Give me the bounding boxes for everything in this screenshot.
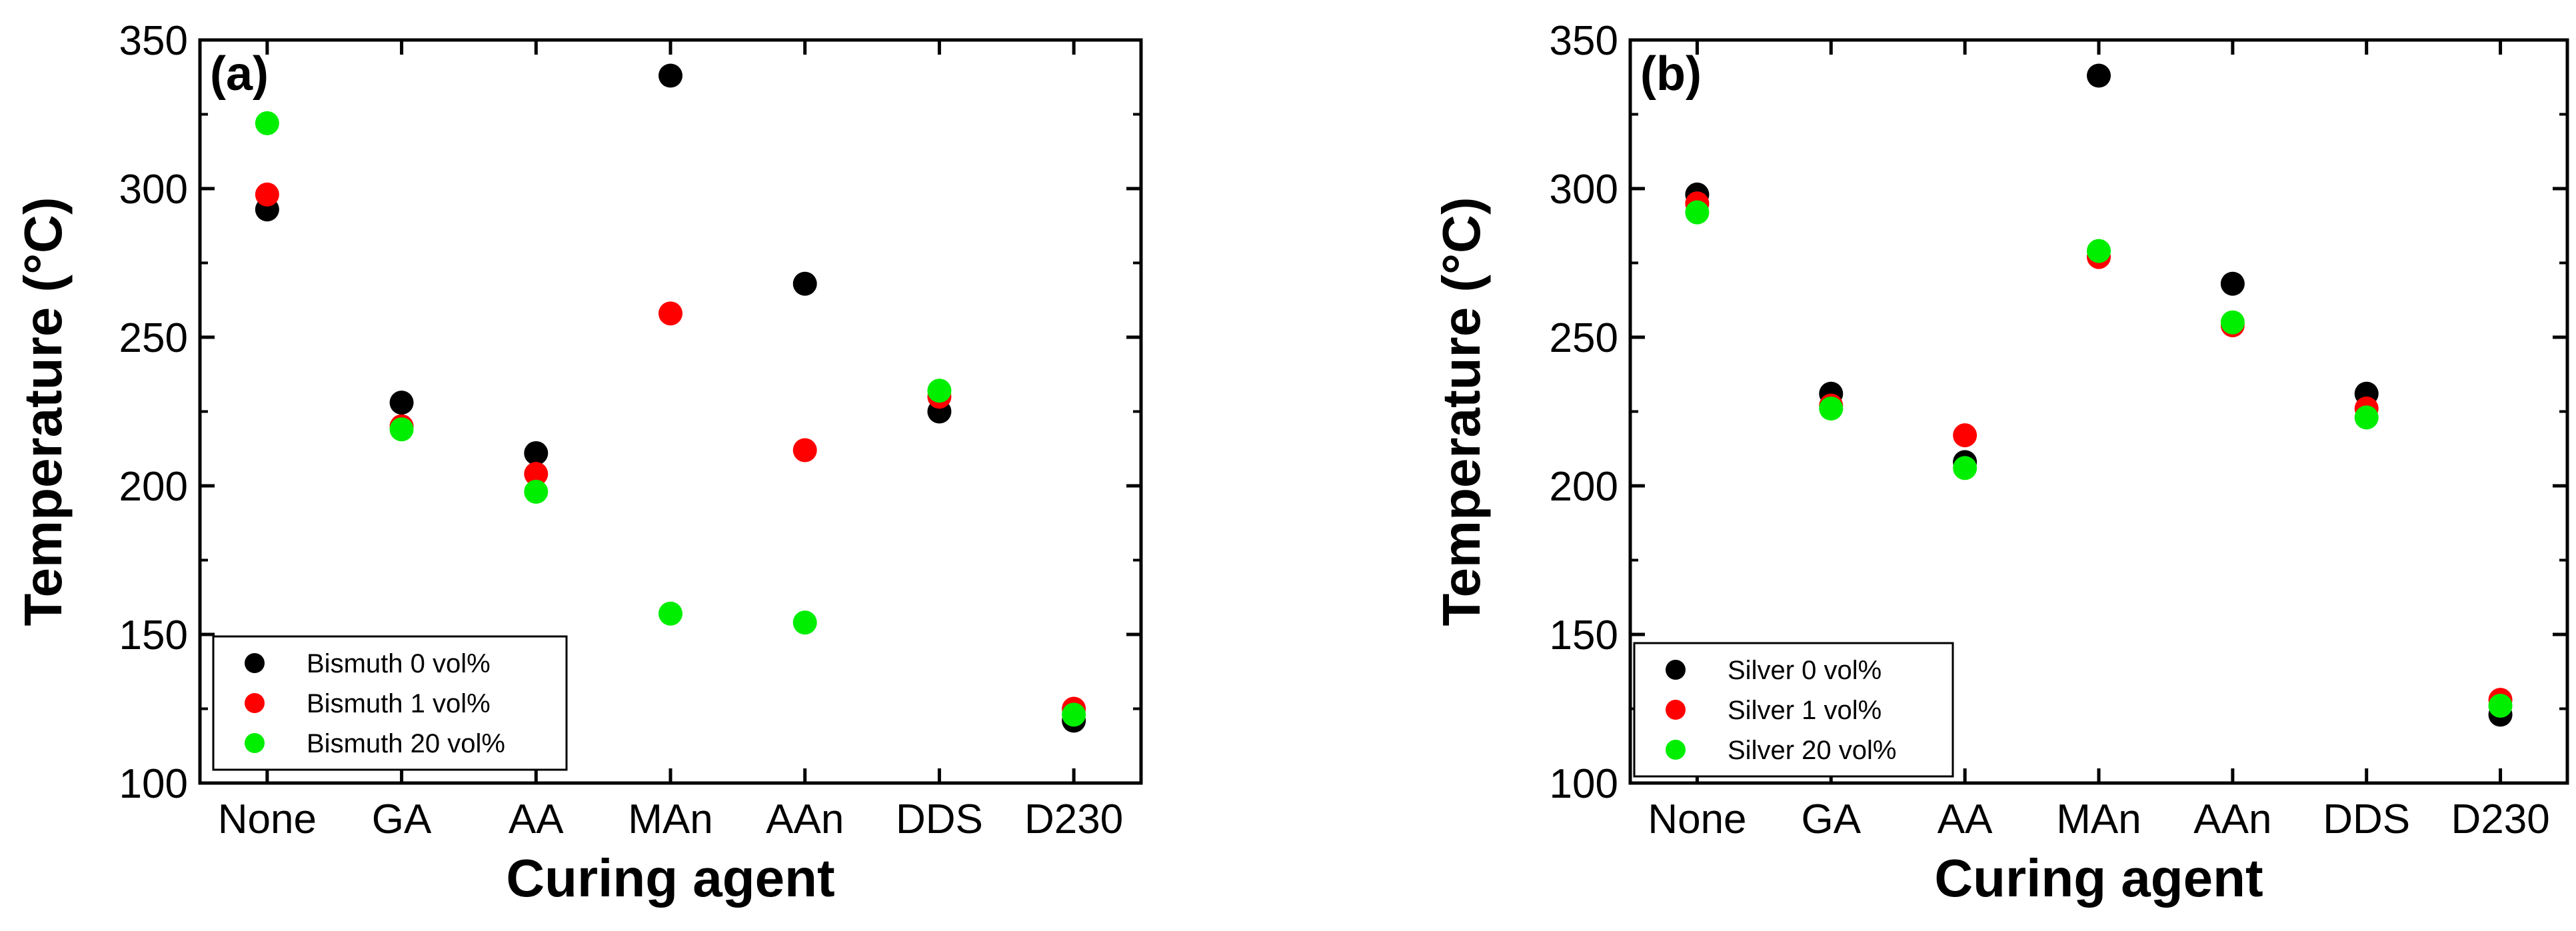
data-point-1 xyxy=(792,271,817,296)
data-point-1 xyxy=(2220,271,2245,296)
legend-label-1: Silver 0 vol% xyxy=(1728,656,1882,685)
y-tick-label: 350 xyxy=(119,18,188,64)
panel-b: 100 150 200 250 300 350 None GA AA MAn AAn DDS D230 C… xyxy=(1432,18,2569,908)
data-point-2 xyxy=(524,462,549,486)
legend-box xyxy=(1633,642,1954,778)
data-point-3 xyxy=(255,111,279,135)
y-tick-label: 150 xyxy=(1550,612,1618,658)
x-tick-label: D230 xyxy=(2451,796,2549,842)
y-tick-label: 100 xyxy=(119,761,188,807)
x-tick-label: DDS xyxy=(2323,796,2410,842)
data-point-1 xyxy=(2087,63,2111,88)
x-tick-label: GA xyxy=(1801,796,1861,842)
y-tick-label: 200 xyxy=(119,464,188,510)
panel-a: 100 150 200 250 300 350 None GA AA MAn AAn DDS D230 C… xyxy=(13,18,1143,908)
legend-label-1: Bismuth 0 vol% xyxy=(307,649,491,678)
data-point-3 xyxy=(1062,702,1086,727)
y-axis-title: Temperature (°C) xyxy=(13,197,73,626)
x-tick-label: None xyxy=(1648,796,1746,842)
data-point-1 xyxy=(658,63,682,88)
x-tick-label: GA xyxy=(372,796,432,842)
data-point-2 xyxy=(792,438,817,463)
x-axis-title: Curing agent xyxy=(506,848,834,908)
data-point-3 xyxy=(2354,405,2379,430)
x-axis-title: Curing agent xyxy=(1934,848,2263,908)
legend-label-3: Silver 20 vol% xyxy=(1728,736,1896,765)
data-point-2 xyxy=(1953,423,1977,448)
data-point-3 xyxy=(2087,239,2111,263)
y-tick-label: 100 xyxy=(1550,761,1618,807)
legend-marker-3 xyxy=(1666,740,1686,760)
legend-label-2: Bismuth 1 vol% xyxy=(307,689,491,718)
y-axis-title: Temperature (°C) xyxy=(1432,197,1491,626)
legend-box xyxy=(212,635,568,771)
data-point-2 xyxy=(658,301,682,326)
legend-label-3: Bismuth 20 vol% xyxy=(307,729,505,758)
y-tick-label: 250 xyxy=(1550,315,1618,361)
data-point-3 xyxy=(1685,200,1710,225)
data-point-1 xyxy=(524,441,549,465)
x-tick-label: DDS xyxy=(896,796,983,842)
data-point-3 xyxy=(2488,694,2513,718)
y-tick-label: 200 xyxy=(1550,464,1618,510)
y-tick-label: 300 xyxy=(119,167,188,213)
data-point-2 xyxy=(255,182,279,207)
x-tick-label: MAn xyxy=(628,796,712,842)
y-tick-label: 350 xyxy=(1550,18,1618,64)
legend-marker-2 xyxy=(245,693,265,713)
legend-marker-2 xyxy=(1666,700,1686,720)
x-tick-label: AAn xyxy=(2193,796,2271,842)
data-point-3 xyxy=(389,417,414,442)
data-point-3 xyxy=(658,601,682,626)
data-point-3 xyxy=(524,479,549,504)
x-tick-label: AA xyxy=(509,796,564,842)
data-point-3 xyxy=(792,610,817,635)
legend-label-2: Silver 1 vol% xyxy=(1728,696,1882,725)
data-point-1 xyxy=(389,391,414,415)
x-tick-label: MAn xyxy=(2056,796,2141,842)
x-tick-label: AAn xyxy=(766,796,844,842)
legend-marker-1 xyxy=(1666,660,1686,680)
y-tick-label: 250 xyxy=(119,315,188,361)
y-tick-label: 150 xyxy=(119,612,188,658)
x-tick-label: D230 xyxy=(1024,796,1123,842)
panel-label: (b) xyxy=(1640,47,1702,101)
data-point-3 xyxy=(927,379,952,403)
panel-label: (a) xyxy=(210,47,269,101)
legend-marker-1 xyxy=(245,653,265,673)
x-tick-label: AA xyxy=(1937,796,1993,842)
y-tick-label: 300 xyxy=(1550,167,1618,213)
data-point-3 xyxy=(2220,310,2245,335)
x-tick-label: None xyxy=(218,796,317,842)
legend-marker-3 xyxy=(245,733,265,753)
data-point-3 xyxy=(1953,456,1977,480)
data-point-3 xyxy=(1819,397,1844,421)
